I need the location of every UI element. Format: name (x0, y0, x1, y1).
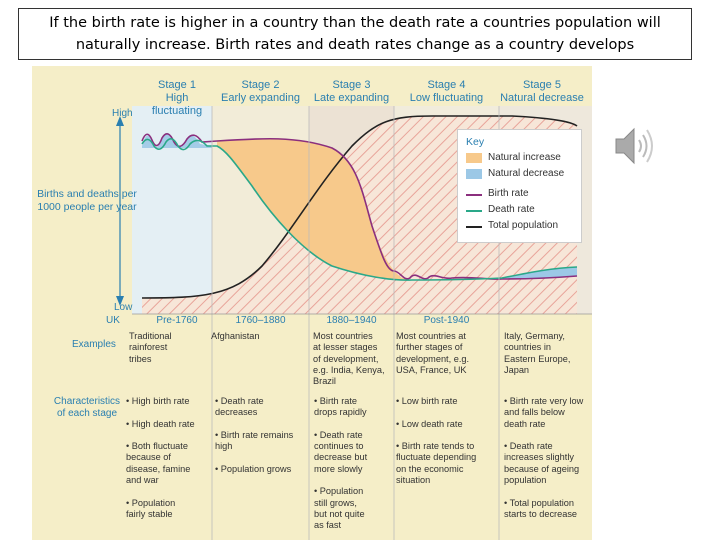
speaker-icon[interactable] (612, 124, 662, 168)
examples-stage5: Italy, Germany, countries in Eastern Eur… (504, 331, 571, 375)
natural-increase-area (217, 138, 412, 281)
examples-stage1: Traditional rainforest tribes (129, 331, 172, 364)
examples-stage2: Afghanistan (211, 331, 260, 341)
examples-stage4: Most countries at further stages of deve… (396, 331, 470, 375)
total-population-swatch (466, 226, 482, 228)
uk-label: UK (106, 315, 120, 326)
stage2-title: Stage 2 Early expanding (221, 79, 300, 104)
death-rate-line (141, 138, 578, 281)
stage1-title: Stage 1 High fluctuating (151, 79, 203, 117)
arrow-up-icon (116, 116, 124, 126)
death-rate-swatch (466, 210, 482, 212)
natural-increase-swatch (466, 153, 482, 163)
characteristics-stage2: • Death rate decreases • Birth rate rema… (215, 396, 294, 474)
examples-label: Examples (72, 339, 116, 350)
demographic-transition-figure: Stage 1 High fluctuating Stage 2 Early exp… (32, 66, 592, 540)
characteristics-stage1: • High birth rate • High death rate • Bo… (126, 396, 195, 519)
examples-stage3: Most countries at lesser stages of devel… (313, 331, 385, 387)
arrow-down-icon (116, 296, 124, 306)
characteristics-stage4: • Low birth rate • Low death rate • Birt… (396, 396, 477, 486)
slide-caption: If the birth rate is higher in a country… (18, 8, 692, 60)
natural-decrease-swatch (466, 169, 482, 179)
characteristics-label: Characteristics of each stage (53, 396, 121, 419)
y-axis-label: Births and deaths per 1000 people per ye… (37, 188, 137, 213)
key-legend: Key Natural increase Natural decrease Bi… (457, 129, 582, 243)
natural-decrease-area (502, 267, 577, 279)
axis-high: High (112, 108, 133, 119)
birth-rate-swatch (466, 194, 482, 196)
birth-rate-line (141, 133, 578, 280)
period-stage2: 1760–1880 (235, 315, 286, 326)
characteristics-stage3: • Birth rate drops rapidly • Death rate … (314, 396, 368, 531)
stage3-title: Stage 3 Late expanding (313, 79, 390, 104)
total-population-line (141, 115, 578, 299)
stage4-title: Stage 4 Low fluctuating (409, 79, 484, 104)
period-stage3: 1880–1940 (326, 315, 377, 326)
stage5-title: Stage 5 Natural decrease (500, 79, 584, 104)
period-stage1: Pre-1760 (156, 315, 198, 326)
period-stage4: Post-1940 (423, 315, 470, 326)
characteristics-stage5: • Birth rate very low and falls below de… (504, 396, 584, 519)
axis-low: Low (114, 302, 133, 313)
key-title: Key (466, 136, 485, 148)
